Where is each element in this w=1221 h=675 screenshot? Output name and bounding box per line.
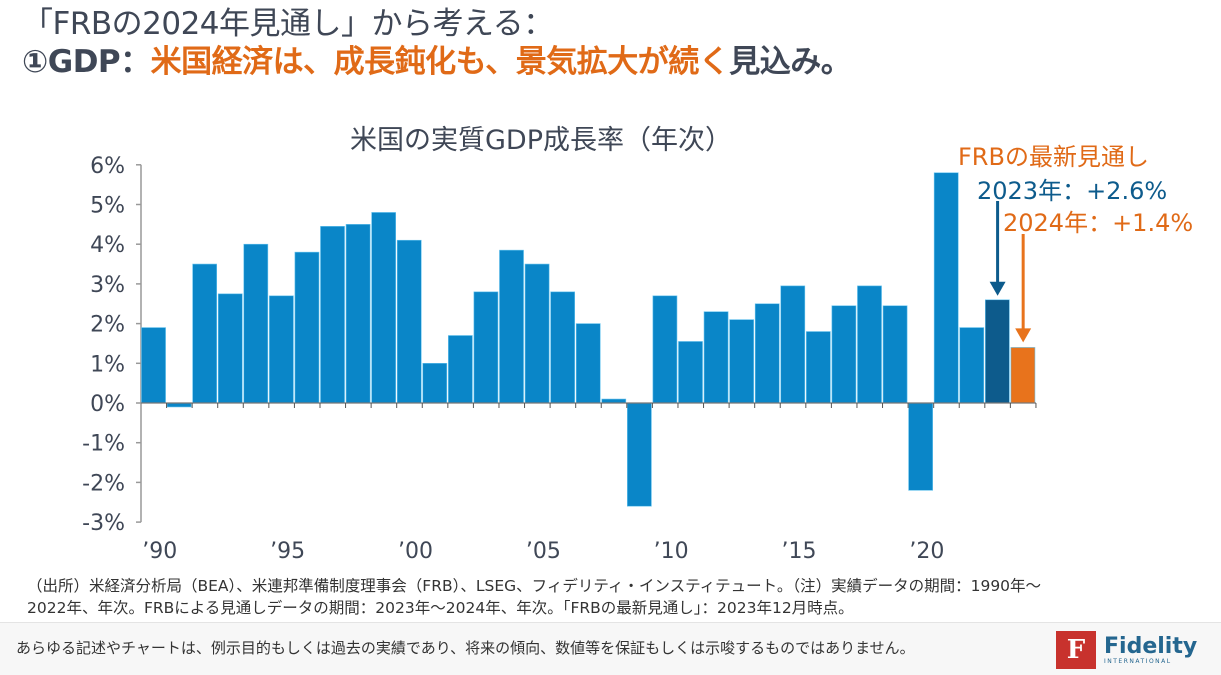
headline-prefix: ①GDP： xyxy=(22,44,151,80)
bar-2010 xyxy=(652,295,678,404)
x-tick-label: ’15 xyxy=(782,539,817,564)
y-tick-label: 3% xyxy=(90,273,125,298)
y-tick-label: 5% xyxy=(90,194,125,219)
bar-2000 xyxy=(396,239,422,404)
bar-2011 xyxy=(678,341,703,404)
y-tick-label: 0% xyxy=(90,392,125,417)
x-tick-label: ’90 xyxy=(142,539,177,564)
fidelity-logo: F Fidelity INTERNATIONAL xyxy=(1056,631,1197,669)
bar-1990 xyxy=(141,327,166,404)
bar-1993 xyxy=(217,293,243,404)
y-tick-label: -3% xyxy=(82,511,125,536)
x-tick-label: ’20 xyxy=(909,539,944,564)
source-note-line-2: 2022年、年次。FRBによる見通しデータの期間：2023年～2024年、年次。… xyxy=(27,599,854,617)
bar-2005 xyxy=(524,263,550,404)
chart-title: 米国の実質GDP成長率（年次） xyxy=(350,125,732,156)
bar-2004 xyxy=(499,249,524,404)
x-tick-label: ’05 xyxy=(526,539,561,564)
bar-2003 xyxy=(473,291,499,404)
bar-2001 xyxy=(422,362,448,404)
source-note-line-1: （出所）米経済分析局（BEA）、米連邦準備制度理事会（FRB）、LSEG、フィデ… xyxy=(27,577,1042,595)
bar-2015 xyxy=(780,285,806,404)
headline-suffix: 見込み。 xyxy=(729,44,852,80)
y-tick-label: 2% xyxy=(90,313,125,338)
logo-name: Fidelity xyxy=(1104,633,1198,659)
bar-2021 xyxy=(933,172,959,404)
x-tick-label: ’00 xyxy=(398,539,433,564)
arrow-2024-head xyxy=(1015,328,1032,343)
source-notes: （出所）米経済分析局（BEA）、米連邦準備制度理事会（FRB）、LSEG、フィデ… xyxy=(27,575,1041,619)
headline-line-2: ①GDP：米国経済は、成長鈍化も、景気拡大が続く見込み。 xyxy=(22,44,852,80)
arrow-2023-head xyxy=(989,281,1006,296)
bar-1996 xyxy=(294,251,320,404)
bar-1995 xyxy=(269,295,294,404)
bar-1994 xyxy=(243,243,269,404)
bar-2023 xyxy=(985,299,1010,404)
bar-2007 xyxy=(575,323,601,404)
logo-subtitle: INTERNATIONAL xyxy=(1104,657,1172,665)
y-tick-label: 1% xyxy=(90,352,125,377)
bar-2002 xyxy=(448,335,473,404)
bar-1992 xyxy=(192,263,218,404)
annotation-2024-forecast: 2024年：+1.4% xyxy=(1003,209,1194,237)
bar-2024 xyxy=(1010,347,1036,404)
disclaimer: あらゆる記述やチャートは、例示目的もしくは過去の実績であり、将来の傾向、数値等を… xyxy=(16,639,915,657)
bar-2009 xyxy=(627,402,652,507)
bar-2017 xyxy=(831,305,857,404)
gdp-bar-chart: 6% 5% 4% 3% 2% 1% 0% -1% -2% -3% ’90 ’95 ’00 ’05 ’10 ’1… xyxy=(82,154,1037,564)
bar-2013 xyxy=(729,319,754,404)
bar-2006 xyxy=(550,291,575,404)
footer: あらゆる記述やチャートは、例示目的もしくは過去の実績であり、将来の傾向、数値等を… xyxy=(0,622,1221,675)
bar-2016 xyxy=(806,331,831,404)
headline-highlight: 米国経済は、成長鈍化も、景気拡大が続く xyxy=(150,44,730,80)
bar-2018 xyxy=(857,285,882,404)
bar-1997 xyxy=(320,226,345,404)
annotation-heading: FRBの最新見通し xyxy=(958,143,1149,171)
bar-2020 xyxy=(908,402,933,491)
bar-2014 xyxy=(754,303,780,404)
bar-1999 xyxy=(371,212,397,404)
bar-2019 xyxy=(882,305,908,404)
x-tick-label: ’10 xyxy=(654,539,689,564)
bar-2012 xyxy=(703,311,729,404)
y-tick-label: 4% xyxy=(90,233,125,258)
headline-line-1: 「FRBの2024年見通し」から考える： xyxy=(22,6,554,42)
bar-2022 xyxy=(959,327,985,404)
y-tick-label: -2% xyxy=(82,471,125,496)
y-tick-label: 6% xyxy=(90,154,125,179)
annotation-2023-forecast: 2023年：+2.6% xyxy=(977,177,1168,205)
fidelity-logo-icon: F xyxy=(1056,631,1096,669)
x-tick-label: ’95 xyxy=(270,539,305,564)
y-tick-label: -1% xyxy=(82,432,125,457)
bar-1998 xyxy=(345,224,371,404)
